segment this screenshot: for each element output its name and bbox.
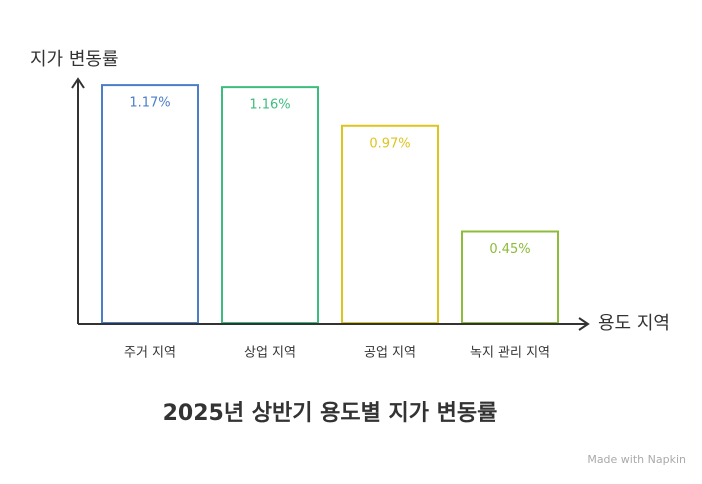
x-axis-label: 용도 지역 (598, 313, 670, 334)
bar (461, 230, 559, 324)
x-tick-label: 주거 지역 (124, 346, 176, 361)
value-label: 1.17% (129, 96, 170, 111)
footer: Made with Napkin (587, 453, 686, 466)
x-tick-label: 상업 지역 (244, 346, 296, 361)
x-tick-label: 공업 지역 (364, 346, 416, 361)
y-arrow (71, 77, 85, 89)
bar (341, 124, 439, 325)
bar (221, 86, 319, 324)
value-label: 0.45% (489, 242, 530, 257)
x-tick-label: 녹지 관리 지역 (470, 346, 550, 361)
value-label: 1.16% (249, 98, 290, 113)
x-arrow (578, 317, 590, 331)
y-axis-label: 지가 변동률 (30, 49, 119, 70)
bar (101, 84, 199, 324)
value-label: 0.97% (369, 136, 410, 151)
chart-title: 2025년 상반기 용도별 지가 변동률 (163, 401, 498, 426)
axes (71, 77, 590, 331)
